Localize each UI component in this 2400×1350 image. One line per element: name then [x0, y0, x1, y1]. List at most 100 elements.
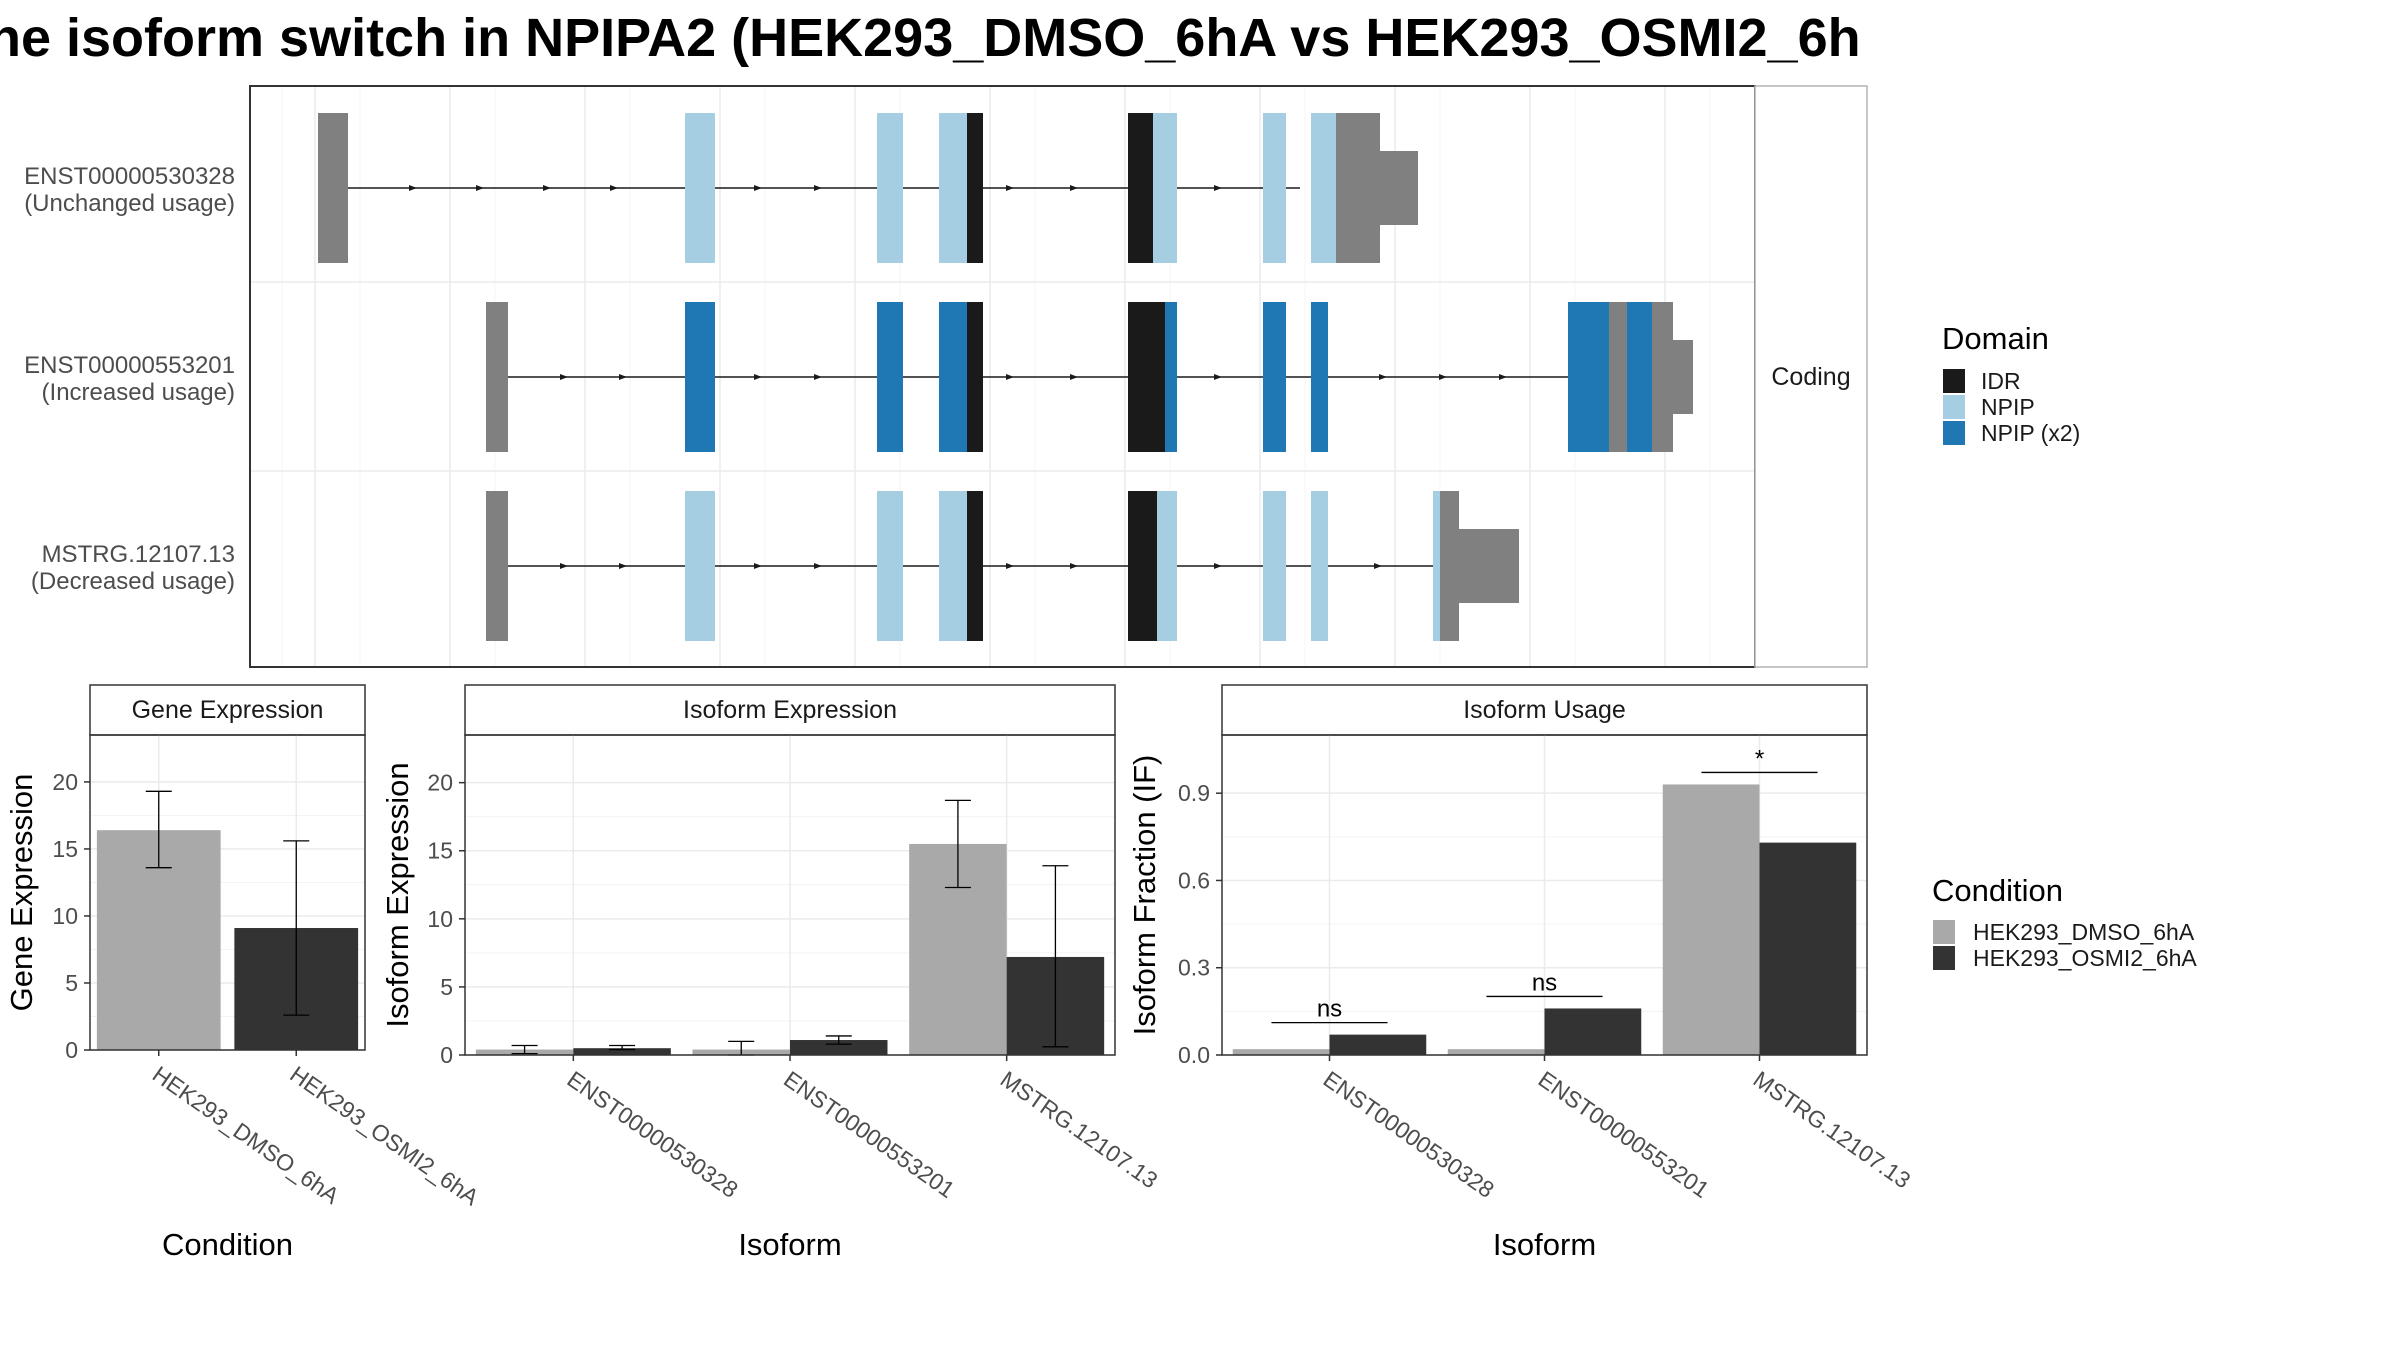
y-tick-label: 0.3 [1178, 955, 1210, 981]
x-axis-title: Isoform [738, 1227, 841, 1262]
strand-arrow [814, 374, 822, 380]
figure-title: ne isoform switch in NPIPA2 (HEK293_DMSO… [0, 8, 1861, 68]
exon-block [1311, 113, 1336, 263]
strand-arrow [754, 185, 762, 191]
strand-arrow [1070, 563, 1078, 569]
y-tick-label: 0.9 [1178, 780, 1210, 806]
panel-strip [464, 684, 1116, 736]
exon-block [1433, 491, 1440, 641]
legend-key [1943, 395, 1965, 419]
isoform-name-label: ENST00000530328 [24, 163, 235, 190]
strand-arrow [1214, 563, 1222, 569]
bar [1544, 1008, 1642, 1055]
exon-block [967, 302, 983, 452]
exon-block [1568, 302, 1609, 452]
legend-title: Condition [1932, 873, 2063, 908]
legend-label: IDR [1981, 368, 2021, 394]
exon-block [486, 491, 508, 641]
significance-label: ns [1532, 969, 1557, 996]
bar [790, 1040, 888, 1055]
y-tick-label: 0.0 [1178, 1042, 1210, 1068]
exon-block [967, 491, 983, 641]
y-axis-title: Isoform Expression [380, 762, 415, 1027]
legend-label: NPIP [1981, 394, 2035, 420]
exon-block [1311, 491, 1328, 641]
strand-arrow [1439, 374, 1447, 380]
utr-block [1673, 340, 1693, 414]
transcript-track [318, 113, 1418, 263]
legend-key [1943, 421, 1965, 445]
strand-arrow [754, 563, 762, 569]
exon-block [1128, 491, 1157, 641]
strand-arrow [610, 185, 618, 191]
strand-arrow [1374, 563, 1382, 569]
legend-key [1933, 920, 1955, 944]
exon-block [1165, 302, 1177, 452]
isoform-usage-label: (Decreased usage) [31, 568, 235, 595]
y-tick-label: 5 [65, 970, 78, 996]
strand-arrow [1379, 374, 1387, 380]
plot-border [89, 734, 366, 1051]
exon-block [967, 113, 983, 263]
strand-arrow [754, 374, 762, 380]
exon-block [1609, 302, 1627, 452]
isoform-usage-label: (Unchanged usage) [24, 190, 235, 217]
exon-block [939, 491, 967, 641]
facet-label: Coding [1771, 363, 1850, 391]
exon-block [877, 113, 903, 263]
y-tick-label: 10 [427, 906, 453, 932]
y-tick-label: 20 [52, 769, 78, 795]
x-tick-label: ENST00000553201 [779, 1066, 959, 1203]
x-tick-label: ENST00000553201 [1534, 1066, 1714, 1203]
exon-block [685, 302, 715, 452]
exon-block [685, 113, 715, 263]
legend-label: HEK293_OSMI2_6hA [1973, 945, 2197, 971]
exon-block [1263, 302, 1286, 452]
x-axis-title: Condition [162, 1227, 293, 1262]
structure-panel: ENST00000530328(Unchanged usage) ENST0000… [24, 85, 1868, 668]
y-axis-title: Isoform Fraction (IF) [1127, 755, 1162, 1036]
y-tick-label: 0 [440, 1042, 453, 1068]
isoform-expression-panel: Isoform Expression 0 5 10 15 20 Isoform Expres… [380, 684, 1163, 1262]
x-tick-label: MSTRG.12107.13 [996, 1066, 1163, 1194]
panel-strip [1221, 684, 1868, 736]
exon-block [939, 113, 967, 263]
exon-block [1157, 491, 1177, 641]
facet-strip [1754, 85, 1868, 668]
y-tick-label: 20 [427, 770, 453, 796]
bar [1447, 1049, 1545, 1055]
strand-arrow [409, 185, 417, 191]
strand-arrow [1006, 563, 1014, 569]
legend-key [1933, 946, 1955, 970]
y-tick-label: 0.6 [1178, 867, 1210, 893]
strand-arrow [476, 185, 484, 191]
exon-block [1128, 113, 1153, 263]
legend-label: HEK293_DMSO_6hA [1973, 919, 2195, 945]
strand-arrow [560, 374, 568, 380]
strand-arrow [619, 374, 627, 380]
panel-title: Gene Expression [132, 696, 324, 724]
isoform-usage-label: (Increased usage) [42, 379, 235, 406]
x-axis-title: Isoform [1493, 1227, 1596, 1262]
y-tick-label: 15 [427, 838, 453, 864]
significance-label: * [1755, 745, 1764, 772]
isoform-usage-panel: Isoform Usage ns ns * 0.0 0.3 0.6 0.9 Isoform Fr… [1127, 684, 1915, 1262]
strand-arrow [1070, 374, 1078, 380]
y-axis-title: Gene Expression [4, 774, 39, 1012]
exon-block [685, 491, 715, 641]
exon-block [877, 302, 903, 452]
exon-block [486, 302, 508, 452]
transcript-track [486, 302, 1693, 452]
strand-arrow [560, 563, 568, 569]
bar [1759, 842, 1857, 1055]
exon-block [1652, 302, 1673, 452]
strand-arrow [814, 563, 822, 569]
y-tick-label: 5 [440, 974, 453, 1000]
strand-arrow [1006, 185, 1014, 191]
utr-block [1380, 151, 1418, 225]
y-tick-label: 0 [65, 1037, 78, 1063]
exon-block [877, 491, 903, 641]
exon-block [318, 113, 348, 263]
